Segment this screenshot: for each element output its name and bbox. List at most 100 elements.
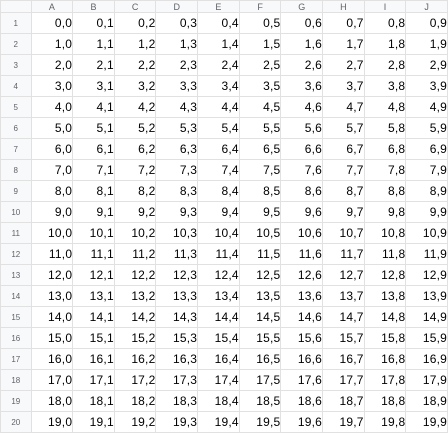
cell-f6[interactable]: 5,5 xyxy=(238,117,282,139)
column-header-c[interactable]: C xyxy=(113,0,157,13)
cell-e6[interactable]: 5,4 xyxy=(197,117,240,139)
row-header[interactable]: 1 xyxy=(0,12,32,34)
cell-h6[interactable]: 5,7 xyxy=(322,117,365,139)
select-all-corner[interactable] xyxy=(0,0,32,13)
cell-a1[interactable]: 0,0 xyxy=(30,12,74,34)
cell-h15[interactable]: 14,7 xyxy=(322,306,365,328)
cell-e12[interactable]: 11,4 xyxy=(197,243,240,265)
cell-e9[interactable]: 8,4 xyxy=(197,180,240,202)
cell-b15[interactable]: 14,1 xyxy=(72,306,115,328)
cell-d18[interactable]: 17,3 xyxy=(155,369,199,391)
cell-g4[interactable]: 3,6 xyxy=(280,75,324,97)
cell-c16[interactable]: 15,2 xyxy=(113,327,157,349)
cell-h12[interactable]: 11,7 xyxy=(322,243,365,265)
cell-b10[interactable]: 9,1 xyxy=(72,201,115,223)
cell-c13[interactable]: 12,2 xyxy=(113,264,157,286)
column-header-h[interactable]: H xyxy=(322,0,365,13)
cell-j11[interactable]: 10,9 xyxy=(405,222,448,244)
cell-h1[interactable]: 0,7 xyxy=(322,12,365,34)
cell-c20[interactable]: 19,2 xyxy=(113,411,157,433)
row-header[interactable]: 20 xyxy=(0,411,32,433)
cell-f19[interactable]: 18,5 xyxy=(238,390,282,412)
cell-b11[interactable]: 10,1 xyxy=(72,222,115,244)
cell-g17[interactable]: 16,6 xyxy=(280,348,324,370)
cell-j4[interactable]: 3,9 xyxy=(405,75,448,97)
cell-d15[interactable]: 14,3 xyxy=(155,306,199,328)
cell-e11[interactable]: 10,4 xyxy=(197,222,240,244)
column-header-f[interactable]: F xyxy=(238,0,282,13)
cell-f10[interactable]: 9,5 xyxy=(238,201,282,223)
row-header[interactable]: 12 xyxy=(0,243,32,265)
row-header[interactable]: 16 xyxy=(0,327,32,349)
cell-g19[interactable]: 18,6 xyxy=(280,390,324,412)
cell-c1[interactable]: 0,2 xyxy=(113,12,157,34)
cell-c11[interactable]: 10,2 xyxy=(113,222,157,244)
row-header[interactable]: 4 xyxy=(0,75,32,97)
cell-j18[interactable]: 17,9 xyxy=(405,369,448,391)
cell-b18[interactable]: 17,1 xyxy=(72,369,115,391)
cell-d17[interactable]: 16,3 xyxy=(155,348,199,370)
cell-d13[interactable]: 12,3 xyxy=(155,264,199,286)
cell-a12[interactable]: 11,0 xyxy=(30,243,74,265)
cell-g7[interactable]: 6,6 xyxy=(280,138,324,160)
cell-h9[interactable]: 8,7 xyxy=(322,180,365,202)
row-header[interactable]: 13 xyxy=(0,264,32,286)
cell-b5[interactable]: 4,1 xyxy=(72,96,115,118)
cell-i6[interactable]: 5,8 xyxy=(363,117,407,139)
cell-d9[interactable]: 8,3 xyxy=(155,180,199,202)
cell-j1[interactable]: 0,9 xyxy=(405,12,448,34)
cell-b13[interactable]: 12,1 xyxy=(72,264,115,286)
cell-c10[interactable]: 9,2 xyxy=(113,201,157,223)
cell-g14[interactable]: 13,6 xyxy=(280,285,324,307)
cell-d3[interactable]: 2,3 xyxy=(155,54,199,76)
cell-b3[interactable]: 2,1 xyxy=(72,54,115,76)
cell-g6[interactable]: 5,6 xyxy=(280,117,324,139)
cell-j5[interactable]: 4,9 xyxy=(405,96,448,118)
cell-b2[interactable]: 1,1 xyxy=(72,33,115,55)
cell-c12[interactable]: 11,2 xyxy=(113,243,157,265)
column-header-d[interactable]: D xyxy=(155,0,199,13)
cell-e3[interactable]: 2,4 xyxy=(197,54,240,76)
cell-d10[interactable]: 9,3 xyxy=(155,201,199,223)
cell-g3[interactable]: 2,6 xyxy=(280,54,324,76)
row-header[interactable]: 7 xyxy=(0,138,32,160)
cell-a16[interactable]: 15,0 xyxy=(30,327,74,349)
cell-a19[interactable]: 18,0 xyxy=(30,390,74,412)
row-header[interactable]: 17 xyxy=(0,348,32,370)
cell-a6[interactable]: 5,0 xyxy=(30,117,74,139)
cell-j15[interactable]: 14,9 xyxy=(405,306,448,328)
row-header[interactable]: 6 xyxy=(0,117,32,139)
cell-a15[interactable]: 14,0 xyxy=(30,306,74,328)
cell-g11[interactable]: 10,6 xyxy=(280,222,324,244)
cell-i1[interactable]: 0,8 xyxy=(363,12,407,34)
cell-a4[interactable]: 3,0 xyxy=(30,75,74,97)
row-header[interactable]: 19 xyxy=(0,390,32,412)
cell-i11[interactable]: 10,8 xyxy=(363,222,407,244)
cell-h16[interactable]: 15,7 xyxy=(322,327,365,349)
cell-i10[interactable]: 9,8 xyxy=(363,201,407,223)
cell-a7[interactable]: 6,0 xyxy=(30,138,74,160)
cell-c8[interactable]: 7,2 xyxy=(113,159,157,181)
cell-e1[interactable]: 0,4 xyxy=(197,12,240,34)
cell-i12[interactable]: 11,8 xyxy=(363,243,407,265)
cell-d4[interactable]: 3,3 xyxy=(155,75,199,97)
cell-h14[interactable]: 13,7 xyxy=(322,285,365,307)
cell-c18[interactable]: 17,2 xyxy=(113,369,157,391)
cell-g20[interactable]: 19,6 xyxy=(280,411,324,433)
column-header-j[interactable]: J xyxy=(405,0,448,13)
cell-j8[interactable]: 7,9 xyxy=(405,159,448,181)
cell-e19[interactable]: 18,4 xyxy=(197,390,240,412)
cell-b1[interactable]: 0,1 xyxy=(72,12,115,34)
cell-g18[interactable]: 17,6 xyxy=(280,369,324,391)
cell-g1[interactable]: 0,6 xyxy=(280,12,324,34)
cell-j19[interactable]: 18,9 xyxy=(405,390,448,412)
cell-b6[interactable]: 5,1 xyxy=(72,117,115,139)
cell-a3[interactable]: 2,0 xyxy=(30,54,74,76)
cell-h3[interactable]: 2,7 xyxy=(322,54,365,76)
cell-g12[interactable]: 11,6 xyxy=(280,243,324,265)
cell-d2[interactable]: 1,3 xyxy=(155,33,199,55)
cell-g9[interactable]: 8,6 xyxy=(280,180,324,202)
cell-a9[interactable]: 8,0 xyxy=(30,180,74,202)
cell-j2[interactable]: 1,9 xyxy=(405,33,448,55)
cell-f20[interactable]: 19,5 xyxy=(238,411,282,433)
